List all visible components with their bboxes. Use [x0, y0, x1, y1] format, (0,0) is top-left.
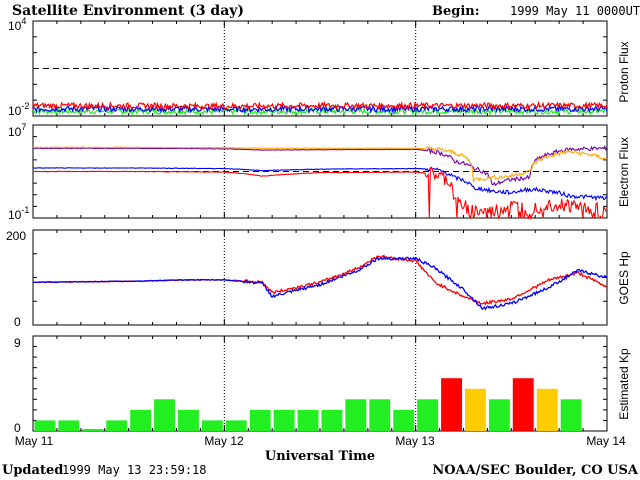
- kp-bar: [201, 420, 223, 431]
- hp-ymax-label: 200: [6, 229, 26, 243]
- kp-bar: [321, 409, 343, 431]
- kp-bar: [130, 409, 152, 431]
- electron-series-purple: [32, 145, 608, 187]
- proton-ymin-label: 10-2: [8, 101, 29, 118]
- kp-bar: [393, 409, 415, 431]
- x-tick-label-may12: May 12: [204, 434, 244, 448]
- kp-bar: [225, 420, 247, 431]
- kp-bar: [488, 399, 510, 431]
- kp-ymin-label: 0: [14, 421, 21, 435]
- electron-flux-panel: [32, 124, 608, 220]
- proton-flux-axis-label: Proton Flux: [617, 41, 631, 102]
- x-tick-label-may11: May 11: [15, 434, 54, 448]
- kp-bar: [417, 399, 439, 431]
- proton-ymax-label: 104: [8, 16, 26, 33]
- kp-bar: [82, 429, 104, 431]
- kp-bar: [154, 399, 175, 431]
- updated-value: 1999 May 13 23:59:18: [62, 463, 207, 477]
- proton-series-green: [32, 106, 608, 116]
- hp-series-red: [32, 254, 608, 306]
- kp-bar: [536, 388, 558, 431]
- x-axis-label: Universal Time: [265, 449, 375, 464]
- proton-flux-panel: [32, 20, 608, 117]
- hp-series-blue: [32, 255, 607, 311]
- kp-bar: [58, 420, 80, 431]
- estimated-kp-axis-label: Estimated Kp: [617, 348, 631, 420]
- hp-ymin-label: 0: [14, 315, 21, 329]
- x-tick-label-may14: May 14: [586, 434, 626, 448]
- estimated-kp-panel: [32, 335, 608, 432]
- kp-bar: [560, 399, 582, 431]
- kp-bar: [297, 409, 319, 431]
- electron-series-blue: [32, 167, 608, 202]
- electron-flux-axis-label: Electron Flux: [617, 137, 631, 207]
- kp-bar: [106, 420, 128, 431]
- kp-bar: [178, 409, 199, 431]
- kp-bar: [249, 409, 271, 431]
- electron-series-orange: [32, 146, 608, 183]
- kp-bar: [512, 378, 534, 431]
- electron-series-red: [32, 166, 608, 220]
- proton-frame: [32, 20, 608, 117]
- kp-bar: [273, 409, 295, 431]
- kp-bar: [441, 378, 462, 431]
- chart-title: Satellite Environment (3 day): [12, 3, 244, 19]
- hp-frame: [32, 229, 608, 326]
- begin-value: 1999 May 11 0000UT: [510, 4, 640, 18]
- kp-bar: [34, 420, 56, 431]
- kp-bar: [465, 388, 486, 431]
- electron-ymax-label: 107: [8, 122, 26, 139]
- electron-ymin-label: 10-1: [8, 205, 29, 222]
- begin-label: Begin:: [432, 4, 480, 19]
- updated-label: Updated: [2, 463, 63, 478]
- credit-label: NOAA/SEC Boulder, CO USA: [432, 463, 639, 478]
- proton-series-red: [32, 100, 608, 111]
- kp-ymax-label: 9: [14, 336, 21, 350]
- x-tick-label-may13: May 13: [395, 434, 435, 448]
- kp-bar: [345, 399, 367, 431]
- goes-hp-panel: [32, 229, 608, 326]
- kp-bar: [369, 399, 391, 431]
- goes-hp-axis-label: GOES Hp: [617, 251, 631, 305]
